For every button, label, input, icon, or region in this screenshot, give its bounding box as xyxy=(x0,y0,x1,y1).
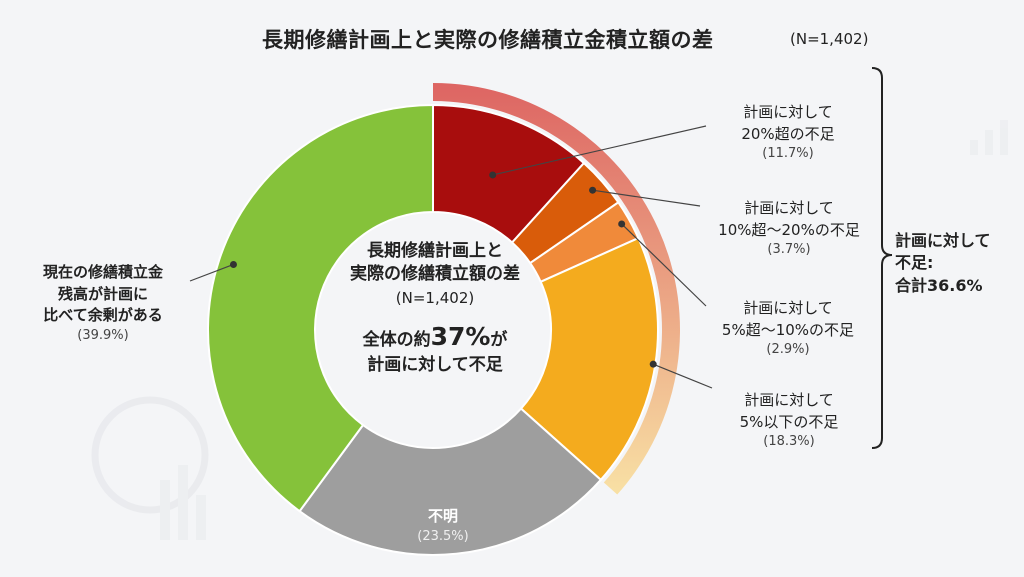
center-msg-big: 37% xyxy=(430,322,491,352)
leader-dot xyxy=(589,186,597,194)
label-5-10-text: 計画に対して 5%超～10%の不足 xyxy=(721,298,855,339)
slice-surplus xyxy=(207,103,434,513)
label-under5: 計画に対して 5%以下の不足 (18.3%) xyxy=(708,368,870,474)
label-surplus: 現在の修繕積立金 残高が計画に 比べて余剰がある (39.9%) xyxy=(18,240,188,368)
center-title: 長期修繕計画上と 実際の修繕積立額の差 xyxy=(350,241,520,284)
shortfall-outer-arc xyxy=(433,83,681,495)
label-10-20-pct: (3.7%) xyxy=(767,242,811,258)
center-sample: (N=1,402) xyxy=(395,288,475,307)
leader-dot xyxy=(489,171,497,179)
label-10-20: 計画に対して 10%超～20%の不足 (3.7%) xyxy=(696,176,882,282)
slice-unknown xyxy=(298,407,603,556)
background-decoration xyxy=(91,120,1008,540)
bracket-label: 計画に対して 不足: 合計36.6% xyxy=(895,231,991,295)
center-msg-prefix: 全体の約 xyxy=(362,330,431,351)
center-msg-line2: 計画に対して不足 xyxy=(367,354,503,375)
center-msg-suffix: が xyxy=(490,330,508,351)
label-under5-text: 計画に対して 5%以下の不足 xyxy=(739,390,839,431)
leader-dot xyxy=(649,360,657,368)
leader-dot xyxy=(229,260,237,268)
leader-line xyxy=(652,363,713,389)
slice-shortfall-under5 xyxy=(519,236,659,482)
label-5-10: 計画に対して 5%超～10%の不足 (2.9%) xyxy=(700,276,876,382)
center-message: 全体の約37%が計画に対して不足 xyxy=(320,320,550,377)
sample-size: (N=1,402) xyxy=(790,30,869,48)
label-over20-pct: (11.7%) xyxy=(762,146,814,162)
center-label: 長期修繕計画上と 実際の修繕積立額の差 (N=1,402) 全体の約37%が計画… xyxy=(320,240,550,377)
label-unknown-pct: (23.5%) xyxy=(417,528,469,544)
chart-title: 長期修繕計画上と実際の修繕積立金積立額の差 xyxy=(262,28,714,52)
label-unknown: 不明 (23.5%) xyxy=(398,484,488,568)
leader-line xyxy=(189,263,234,282)
label-unknown-text: 不明 xyxy=(427,506,458,525)
label-10-20-text: 計画に対して 10%超～20%の不足 xyxy=(718,198,860,239)
label-under5-pct: (18.3%) xyxy=(763,434,815,450)
leader-dot xyxy=(618,220,626,228)
label-surplus-pct: (39.9%) xyxy=(77,328,129,343)
label-surplus-text: 現在の修繕積立金 残高が計画に 比べて余剰がある xyxy=(42,262,163,325)
leader-line xyxy=(492,125,707,176)
label-over20: 計画に対して 20%超の不足 (11.7%) xyxy=(708,80,868,186)
leader-line xyxy=(621,223,707,307)
label-over20-text: 計画に対して 20%超の不足 xyxy=(741,102,835,143)
leader-line xyxy=(592,189,701,207)
bracket xyxy=(871,67,893,449)
label-5-10-pct: (2.9%) xyxy=(766,342,810,358)
